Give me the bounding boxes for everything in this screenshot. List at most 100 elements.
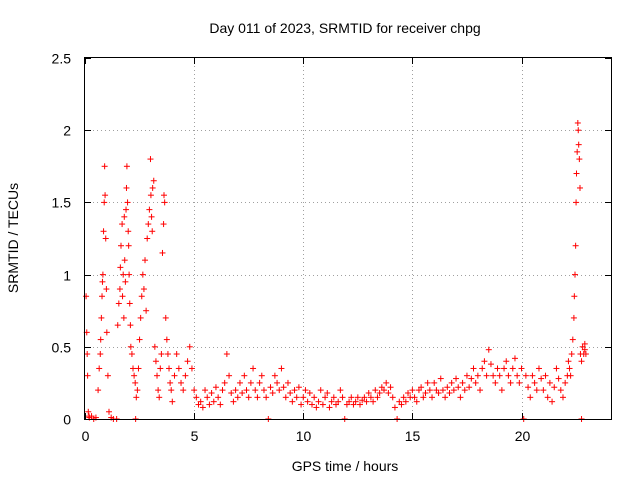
data-point	[132, 379, 139, 386]
data-point	[569, 336, 576, 343]
data-point	[250, 365, 257, 372]
y-tick-label: 0	[63, 412, 71, 428]
grid-lines	[85, 58, 611, 419]
y-tick-label: 0.5	[52, 340, 72, 356]
data-point	[145, 221, 152, 228]
data-point	[509, 365, 516, 372]
data-point	[472, 379, 479, 386]
data-point	[435, 390, 442, 397]
data-point	[121, 213, 128, 220]
data-point	[116, 286, 123, 293]
data-point	[424, 379, 431, 386]
data-point	[127, 322, 134, 329]
x-tick-label: 5	[191, 428, 199, 444]
data-point	[119, 293, 126, 300]
data-point	[175, 365, 182, 372]
data-point	[481, 358, 488, 365]
data-point	[121, 257, 128, 264]
data-point	[544, 394, 551, 401]
data-point	[210, 398, 217, 405]
data-point	[156, 394, 163, 401]
data-point	[385, 390, 392, 397]
data-point	[527, 394, 534, 401]
data-point	[208, 390, 215, 397]
x-tick-label: 20	[515, 428, 531, 444]
data-point	[146, 206, 153, 213]
data-point	[138, 293, 145, 300]
data-point	[453, 375, 460, 382]
data-point	[120, 271, 127, 278]
y-tick-label: 1.5	[52, 195, 72, 211]
data-point	[133, 394, 140, 401]
data-point	[581, 346, 588, 353]
y-tick-label: 2.5	[52, 51, 72, 67]
data-point	[501, 365, 508, 372]
data-point	[269, 390, 276, 397]
data-point	[188, 365, 195, 372]
data-point	[135, 365, 142, 372]
data-point	[315, 398, 322, 405]
data-point	[239, 390, 246, 397]
data-point	[178, 379, 185, 386]
data-point	[565, 358, 572, 365]
data-point	[494, 365, 501, 372]
data-point	[448, 379, 455, 386]
data-point	[485, 346, 492, 353]
data-point	[577, 184, 584, 191]
data-point	[339, 394, 346, 401]
data-point	[444, 384, 451, 391]
data-point	[85, 408, 92, 415]
data-point	[337, 387, 344, 394]
data-point	[391, 404, 398, 411]
data-point	[98, 314, 105, 321]
data-point	[258, 372, 265, 379]
data-point	[402, 398, 409, 405]
data-point	[117, 264, 124, 271]
data-point	[374, 394, 381, 401]
data-point	[317, 387, 324, 394]
data-point	[144, 235, 151, 242]
data-point	[215, 394, 222, 401]
data-point	[186, 343, 193, 350]
data-point	[468, 375, 475, 382]
plot-frame	[84, 57, 612, 420]
chart-title: Day 011 of 2023, SRMTID for receiver chp…	[209, 20, 480, 36]
data-point	[143, 307, 150, 314]
data-point	[287, 390, 294, 397]
data-point	[114, 322, 121, 329]
data-point	[429, 394, 436, 401]
data-point	[289, 398, 296, 405]
data-point	[147, 156, 154, 163]
data-point	[123, 184, 130, 191]
data-point	[322, 394, 329, 401]
data-point	[365, 390, 372, 397]
data-point	[184, 358, 191, 365]
data-point	[328, 398, 335, 405]
data-point	[103, 286, 110, 293]
data-point	[101, 163, 108, 170]
data-point	[459, 379, 466, 386]
data-point	[426, 387, 433, 394]
data-point	[559, 394, 566, 401]
data-point	[139, 271, 146, 278]
data-point	[400, 394, 407, 401]
data-point	[549, 398, 556, 405]
data-point	[516, 379, 523, 386]
data-point	[126, 271, 133, 278]
data-point	[455, 384, 462, 391]
data-point	[182, 372, 189, 379]
data-point	[126, 300, 133, 307]
data-point	[271, 372, 278, 379]
data-point	[125, 242, 132, 249]
data-point	[260, 387, 267, 394]
data-point	[99, 278, 106, 285]
data-point	[274, 379, 281, 386]
data-point	[298, 401, 305, 408]
data-point	[191, 387, 198, 394]
data-point	[514, 372, 521, 379]
data-point	[161, 192, 168, 199]
data-point	[125, 228, 132, 235]
data-point	[570, 314, 577, 321]
data-point	[217, 401, 224, 408]
